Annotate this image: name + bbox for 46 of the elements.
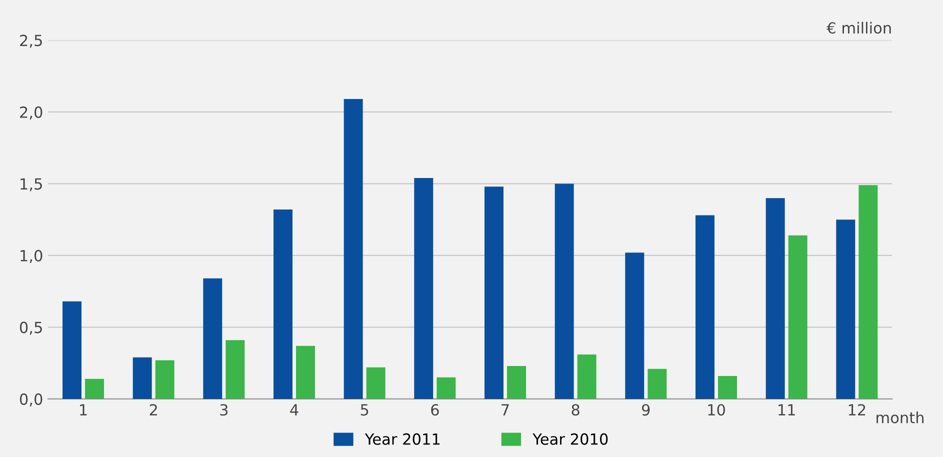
legend-label: Year 2011: [364, 433, 440, 445]
x-tick-label: 6: [431, 404, 439, 416]
x-tick-label: 9: [642, 404, 650, 416]
bar: [85, 378, 104, 399]
bar: [648, 368, 667, 399]
y-tick-label: 1,5: [20, 178, 42, 192]
bar: [274, 210, 292, 399]
x-tick-label: 4: [290, 404, 298, 416]
bar: [484, 186, 504, 399]
y-axis-title: € million: [826, 22, 891, 34]
y-tick-label: 2,5: [20, 34, 42, 48]
bar: [203, 278, 222, 399]
x-tick-label: 10: [708, 404, 725, 416]
bar: [836, 220, 856, 399]
x-tick-label: 2: [150, 404, 157, 416]
legend-label: Year 2010: [532, 433, 608, 445]
x-tick-label: 5: [360, 404, 368, 416]
bar: [296, 346, 316, 399]
bar: [62, 301, 82, 399]
y-tick-label: 2,0: [20, 106, 42, 120]
x-tick-label: 7: [502, 404, 509, 416]
bar: [414, 178, 434, 399]
x-axis-title: month: [876, 412, 924, 424]
bar: [788, 235, 808, 399]
bar: [766, 198, 785, 399]
bar: [577, 354, 596, 399]
bar: [718, 376, 737, 399]
bar: [366, 367, 386, 399]
y-tick-label: 1,0: [20, 250, 42, 264]
bar: [625, 252, 644, 399]
x-tick-label: 11: [778, 404, 795, 416]
bar: [436, 377, 456, 399]
x-tick-label: 12: [848, 404, 866, 416]
x-tick-label: 1: [80, 404, 87, 416]
bar: [554, 184, 574, 399]
y-tick-label: 0,5: [20, 322, 42, 335]
x-tick-label: 8: [572, 404, 580, 416]
bar: [226, 340, 245, 399]
bar: [344, 99, 363, 399]
bar: [696, 215, 714, 399]
x-tick-label: 3: [220, 404, 228, 416]
bar: [858, 185, 878, 399]
bar: [507, 366, 526, 399]
bar: [132, 357, 152, 399]
y-tick-label: 0,0: [20, 393, 42, 407]
bar: [155, 360, 174, 399]
